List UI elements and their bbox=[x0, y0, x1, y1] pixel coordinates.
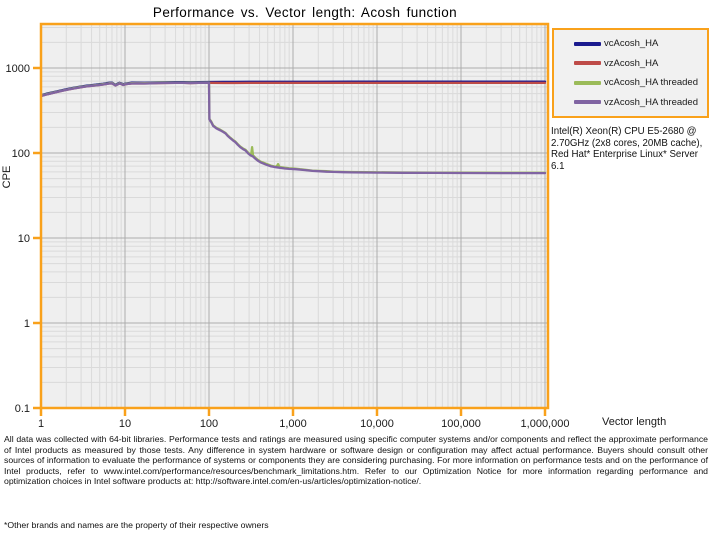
y-axis-tick-label: 0.1 bbox=[15, 403, 30, 415]
legend-line-swatch bbox=[574, 80, 601, 85]
legend-label: vcAcosh_HA threaded bbox=[604, 77, 699, 89]
x-axis-tick-label: 1,000,000 bbox=[521, 418, 570, 430]
legend-line-swatch bbox=[574, 100, 601, 105]
y-axis-tick-label: 100 bbox=[12, 148, 30, 160]
performance-disclaimer: All data was collected with 64-bit libra… bbox=[4, 434, 708, 487]
x-axis-tick-label: 10 bbox=[119, 418, 131, 430]
chart-title: Performance vs. Vector length: Acosh fun… bbox=[152, 5, 458, 20]
legend-item: vcAcosh_HA threaded bbox=[574, 74, 707, 92]
chart-legend: vcAcosh_HA vzAcosh_HA vcAcosh_HA threade… bbox=[552, 28, 709, 118]
legend-item: vzAcosh_HA bbox=[574, 54, 707, 72]
plot-area: 1 10 100 1,000 10,000 100,000 1,000,0001000100… bbox=[1, 22, 666, 430]
x-axis-tick-label: 10,000 bbox=[360, 418, 394, 430]
x-axis-tick-label: 1 bbox=[38, 418, 44, 430]
x-axis-tick-label: 100,000 bbox=[441, 418, 481, 430]
y-axis-tick-label: 10 bbox=[18, 233, 30, 245]
legend-item: vzAcosh_HA threaded bbox=[574, 93, 707, 111]
legend-label: vzAcosh_HA threaded bbox=[604, 96, 699, 108]
legend-label: vcAcosh_HA bbox=[604, 38, 659, 50]
axis-frame bbox=[39, 22, 550, 410]
y-axis-title: CPE bbox=[1, 166, 13, 189]
x-axis-tick-label: 100 bbox=[200, 418, 218, 430]
series-line-vzAcosh_HA-threaded bbox=[40, 81, 547, 175]
legend-item: vcAcosh_HA bbox=[574, 35, 707, 53]
legend-line-swatch bbox=[574, 61, 601, 66]
x-axis-tick-label: 1,000 bbox=[279, 418, 307, 430]
system-info-note: Intel(R) Xeon(R) CPU E5-2680 @ 2.70GHz (… bbox=[551, 126, 703, 172]
y-axis-tick-label: 1000 bbox=[6, 63, 30, 75]
trademark-footnote: *Other brands and names are the property… bbox=[4, 520, 269, 530]
legend-line-swatch bbox=[574, 41, 601, 46]
legend-label: vzAcosh_HA bbox=[604, 57, 659, 69]
y-axis-tick-label: 1 bbox=[24, 318, 30, 330]
x-axis-title: Vector length bbox=[602, 416, 666, 428]
